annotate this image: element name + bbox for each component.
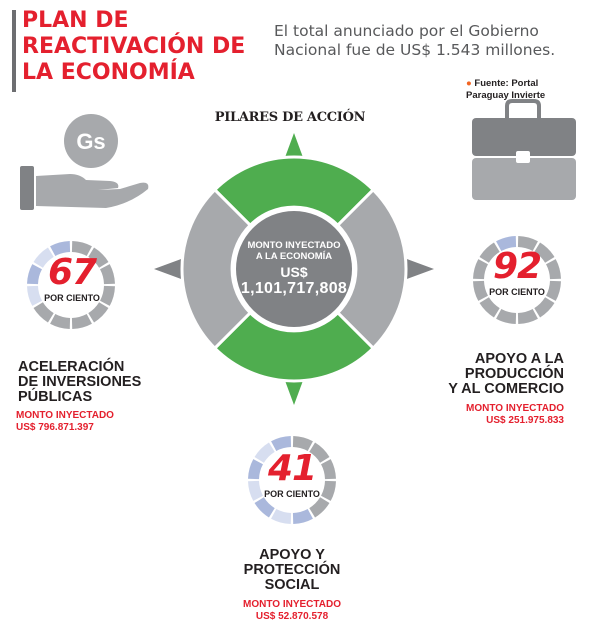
source-line: Paraguay Invierte — [466, 90, 546, 101]
pillars-title: PILARES DE ACCIÓN — [214, 110, 366, 125]
percent-unit: POR CIENTO — [44, 293, 100, 303]
title-accent-bar — [12, 10, 16, 92]
percent-label-pillar-3: 41 POR CIENTO — [256, 448, 328, 500]
pillar-name-line: APOYO Y — [259, 547, 325, 563]
ring-segment — [496, 236, 517, 251]
ring-segment — [254, 497, 275, 518]
ring-segment — [309, 497, 330, 518]
ring-segment — [473, 280, 488, 301]
pillar-name-line: ACELERACIÓN — [18, 359, 125, 375]
ring-segment — [254, 442, 275, 463]
invested-label: MONTO INYECTADO — [16, 410, 114, 421]
source-note: ● Fuente: Portal Paraguay Invierte — [466, 78, 545, 102]
pillar-name-2: APOYO A LA PRODUCCIÓN Y AL COMERCIO — [420, 352, 564, 397]
ring-segment — [546, 259, 561, 280]
briefcase-icon — [472, 99, 576, 200]
invested-amount: US$ 52.870.578 — [255, 611, 329, 622]
ring-segment — [71, 241, 92, 256]
invested-amount: US$ 251.975.833 — [486, 415, 564, 426]
ring-segment — [496, 309, 517, 324]
ring-segment — [534, 242, 555, 263]
pillar-name-line: SOCIAL — [264, 577, 320, 593]
percent-unit: POR CIENTO — [264, 489, 320, 499]
percent-unit: POR CIENTO — [489, 287, 545, 297]
ring-segment — [517, 236, 538, 251]
source-line: Fuente: Portal — [474, 78, 539, 89]
ring-segment — [33, 302, 54, 323]
ring-segment — [517, 309, 538, 324]
ring-segment — [534, 297, 555, 318]
pillar-investment-3: MONTO INYECTADO US$ 52.870.578 — [212, 599, 372, 623]
title-line: REACTIVACIÓN DE — [22, 34, 246, 59]
intro-text: El total anunciado por el Gobierno Nacio… — [274, 22, 594, 60]
pillar-name-line: PROTECCIÓN — [243, 562, 341, 578]
percent-ring-41 — [248, 436, 336, 524]
percent-number: 41 — [267, 448, 317, 489]
ring-segment — [271, 509, 292, 524]
intro-line: El total anunciado por el Gobierno — [274, 22, 539, 40]
center-label-line: A LA ECONOMÍA — [255, 251, 333, 262]
ring-segment — [27, 285, 42, 306]
ring-segment — [100, 285, 115, 306]
pillar-name-1: ACELERACIÓN DE INVERSIONES PÚBLICAS — [18, 360, 141, 405]
ring-segment — [271, 436, 292, 451]
center-label-line: MONTO INYECTADO — [247, 240, 341, 251]
ring-segment — [71, 314, 92, 329]
percent-label-pillar-1: 67 POR CIENTO — [36, 252, 108, 304]
ring-segment — [309, 442, 330, 463]
pillar-investment-2: MONTO INYECTADO US$ 251.975.833 — [420, 403, 564, 427]
center-amount: 1,101,717,808 — [240, 280, 348, 297]
ring-segment — [479, 297, 500, 318]
intro-line: Nacional fue de US$ 1.543 millones. — [274, 41, 556, 59]
ring-segment — [292, 436, 313, 451]
percent-ring-67 — [27, 241, 115, 329]
ring-segment — [321, 459, 336, 480]
pillar-name-line: APOYO A LA — [474, 351, 564, 367]
page-title: PLAN DE REACTIVACIÓN DE LA ECONOMÍA — [22, 8, 262, 86]
invested-label: MONTO INYECTADO — [243, 599, 341, 610]
coin-symbol: Gs — [76, 129, 105, 154]
pillar-name-line: DE INVERSIONES — [18, 374, 142, 390]
pillar-investment-1: MONTO INYECTADO US$ 796.871.397 — [16, 410, 114, 434]
pillar-name-line: Y AL COMERCIO — [448, 381, 564, 397]
ring-segment — [321, 480, 336, 501]
ring-segment — [50, 241, 71, 256]
center-currency: US$ — [280, 264, 308, 280]
pillars-compass — [154, 133, 434, 405]
percent-number: 67 — [47, 252, 97, 293]
ring-segment — [248, 480, 263, 501]
ring-segment — [88, 247, 109, 268]
percent-label-pillar-2: 92 POR CIENTO — [481, 246, 553, 298]
ring-segment — [27, 264, 42, 285]
ring-segment — [473, 259, 488, 280]
pillar-name-line: PÚBLICAS — [18, 389, 93, 405]
ring-segment — [248, 459, 263, 480]
ring-segment — [546, 280, 561, 301]
source-bullet-icon: ● — [466, 78, 475, 89]
invested-label: MONTO INYECTADO — [466, 403, 564, 414]
ring-segment — [88, 302, 109, 323]
invested-amount: US$ 796.871.397 — [16, 422, 94, 433]
percent-number: 92 — [492, 246, 542, 287]
ring-segment — [479, 242, 500, 263]
pillar-name-line: PRODUCCIÓN — [464, 366, 564, 382]
money-hand-icon: Gs — [20, 114, 149, 210]
ring-segment — [292, 509, 313, 524]
ring-segment — [100, 264, 115, 285]
pillar-name-3: APOYO Y PROTECCIÓN SOCIAL — [212, 548, 372, 593]
title-line: PLAN DE — [22, 8, 129, 33]
title-line: LA ECONOMÍA — [22, 60, 195, 85]
center-summary: MONTO INYECTADO A LA ECONOMÍA US$ 1,101,… — [214, 240, 374, 298]
ring-segment — [50, 314, 71, 329]
percent-ring-92 — [473, 236, 561, 324]
ring-segment — [33, 247, 54, 268]
